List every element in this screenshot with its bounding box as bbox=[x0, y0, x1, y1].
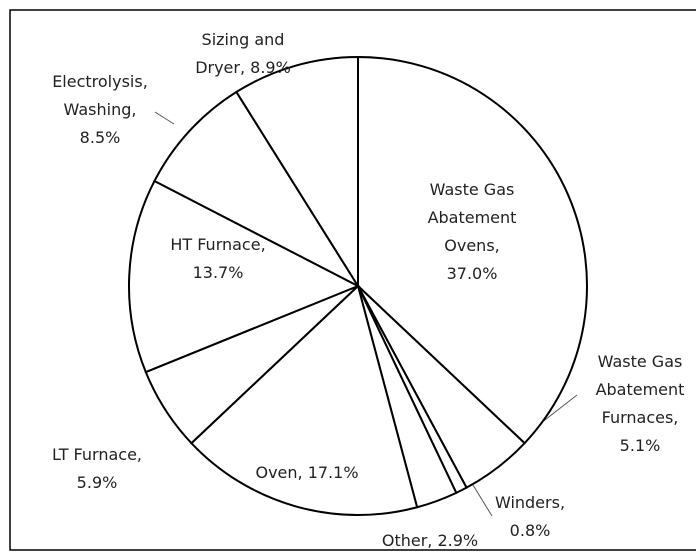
category-label: Dryer, 8.9% bbox=[195, 58, 291, 77]
pie-slice bbox=[190, 284, 419, 516]
category-label: Electrolysis, bbox=[52, 72, 148, 91]
slice-label: Winders, 0.8% bbox=[495, 493, 565, 540]
value-label: 13.7% bbox=[193, 263, 244, 282]
category-label: Washing, bbox=[64, 100, 137, 119]
value-label: 0.8% bbox=[510, 521, 551, 540]
category-label: Winders, bbox=[495, 493, 565, 512]
slice-label: Waste Gas Abatement Furnaces, 5.1% bbox=[596, 352, 685, 455]
category-label: Furnaces, bbox=[602, 408, 679, 427]
slice-label: Other, 2.9% bbox=[382, 531, 478, 550]
category-label: Sizing and bbox=[202, 30, 285, 49]
pie-slice bbox=[153, 90, 361, 289]
category-label: Waste Gas bbox=[598, 352, 683, 371]
value-label: 37.0% bbox=[447, 264, 498, 283]
category-label: LT Furnace, bbox=[52, 445, 142, 464]
category-label: Abatement bbox=[596, 380, 685, 399]
pie-slice bbox=[357, 55, 588, 445]
slice-label: Waste Gas Abatement Ovens, 37.0% bbox=[428, 180, 517, 283]
slice-label: HT Furnace, 13.7% bbox=[170, 235, 265, 282]
category-label: Waste Gas bbox=[430, 180, 515, 199]
category-label: Other, 2.9% bbox=[382, 531, 478, 550]
labels: Waste Gas Abatement Ovens, 37.0% Waste Gas Ab… bbox=[52, 30, 684, 550]
value-label: 8.5% bbox=[80, 128, 121, 147]
value-label: 5.9% bbox=[77, 473, 118, 492]
category-label: Ovens, bbox=[444, 236, 499, 255]
leader-line bbox=[154, 111, 175, 125]
category-label: Abatement bbox=[428, 208, 517, 227]
pie-slice bbox=[235, 55, 359, 290]
slice-label: Sizing and Dryer, 8.9% bbox=[195, 30, 291, 77]
slice-label: LT Furnace, 5.9% bbox=[52, 445, 142, 492]
category-label: Oven, 17.1% bbox=[255, 463, 358, 482]
category-label: HT Furnace, bbox=[170, 235, 265, 254]
slice-label: Oven, 17.1% bbox=[255, 463, 358, 482]
slice-label: Electrolysis, Washing, 8.5% bbox=[52, 72, 148, 147]
pie-slice bbox=[128, 179, 361, 374]
value-label: 5.1% bbox=[620, 436, 661, 455]
